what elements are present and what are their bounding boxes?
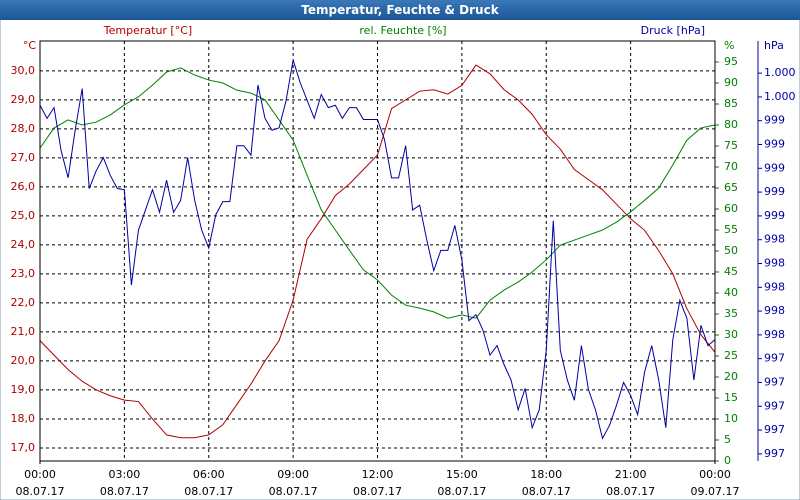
chart-title: Temperatur, Feuchte & Druck (301, 3, 499, 17)
series-line (39, 64, 716, 439)
y-tick-label: 22,0 (11, 296, 36, 309)
x-tick-date: 08.07.17 (100, 485, 149, 498)
y2-tick-label: 95 (724, 55, 738, 68)
y-tick-label: 29,0 (11, 93, 36, 106)
y2-tick-label: 90 (724, 76, 738, 89)
y3-tick-label: 998 (764, 328, 785, 341)
x-tick-date: 08.07.17 (269, 485, 318, 498)
y2-tick-label: 0 (724, 454, 731, 467)
y-tick-label: 27,0 (11, 151, 36, 164)
y2-axis-unit: % (724, 39, 734, 52)
x-tick-label: 03:00 (109, 468, 141, 481)
y3-tick-label: 998 (764, 233, 785, 246)
y3-tick-label: 997 (764, 399, 785, 412)
y3-tick-label: 1.000 (764, 66, 796, 79)
y-tick-label: 26,0 (11, 180, 36, 193)
y-tick-label: 20,0 (11, 354, 36, 367)
y-tick-label: 25,0 (11, 209, 36, 222)
y2-tick-label: 75 (724, 139, 738, 152)
y-axis-unit: °C (23, 39, 37, 52)
y-tick-label: 17,0 (11, 441, 36, 454)
x-tick-date: 09.07.17 (691, 485, 740, 498)
y2-tick-label: 5 (724, 433, 731, 446)
y-tick-label: 23,0 (11, 267, 36, 280)
x-tick-label: 09:00 (277, 468, 309, 481)
plot-border (39, 40, 716, 462)
x-tick-label: 21:00 (615, 468, 647, 481)
y3-tick-label: 997 (764, 375, 785, 388)
y3-tick-label: 999 (764, 114, 785, 127)
x-tick-label: 18:00 (530, 468, 562, 481)
y2-tick-label: 20 (724, 370, 738, 383)
y3-tick-label: 999 (764, 138, 785, 151)
y2-tick-label: 55 (724, 223, 738, 236)
x-tick-label: 15:00 (446, 468, 478, 481)
x-tick-date: 08.07.17 (184, 485, 233, 498)
y2-tick-label: 65 (724, 181, 738, 194)
y2-tick-label: 70 (724, 160, 738, 173)
y2-tick-label: 30 (724, 328, 738, 341)
y3-tick-label: 1.000 (764, 90, 796, 103)
y-tick-label: 30,0 (11, 64, 36, 77)
y2-tick-label: 50 (724, 244, 738, 257)
y3-tick-label: 997 (764, 447, 785, 460)
x-tick-date: 08.07.17 (522, 485, 571, 498)
legend-label: rel. Feuchte [%] (359, 24, 446, 37)
y3-tick-label: 998 (764, 256, 785, 269)
y3-tick-label: 999 (764, 209, 785, 222)
x-tick-label: 00:00 (24, 468, 56, 481)
x-tick-label: 06:00 (193, 468, 225, 481)
y2-tick-label: 35 (724, 307, 738, 320)
y3-tick-label: 998 (764, 280, 785, 293)
y2-tick-label: 80 (724, 118, 738, 131)
y-tick-label: 28,0 (11, 122, 36, 135)
x-tick-date: 08.07.17 (437, 485, 486, 498)
title-bar (0, 0, 800, 20)
y3-tick-label: 999 (764, 161, 785, 174)
y2-tick-label: 15 (724, 391, 738, 404)
y3-tick-label: 999 (764, 185, 785, 198)
x-tick-date: 08.07.17 (353, 485, 402, 498)
y-tick-label: 21,0 (11, 325, 36, 338)
y2-tick-label: 40 (724, 286, 738, 299)
legend-label: Temperatur [°C] (103, 24, 192, 37)
y2-tick-label: 45 (724, 265, 738, 278)
y2-tick-label: 10 (724, 412, 738, 425)
y3-axis-unit: hPa (764, 39, 784, 52)
y-tick-label: 24,0 (11, 238, 36, 251)
x-tick-date: 08.07.17 (606, 485, 655, 498)
series-line (39, 59, 716, 440)
x-tick-date: 08.07.17 (16, 485, 65, 498)
y3-tick-label: 997 (764, 423, 785, 436)
y-tick-label: 19,0 (11, 383, 36, 396)
y3-tick-label: 997 (764, 352, 785, 365)
y3-tick-label: 998 (764, 304, 785, 317)
series-line (39, 67, 716, 319)
y2-tick-label: 85 (724, 97, 738, 110)
y2-tick-label: 25 (724, 349, 738, 362)
legend-label: Druck [hPa] (641, 24, 705, 37)
x-tick-label: 12:00 (362, 468, 394, 481)
x-tick-label: 00:00 (699, 468, 731, 481)
y2-tick-label: 60 (724, 202, 738, 215)
y-tick-label: 18,0 (11, 412, 36, 425)
